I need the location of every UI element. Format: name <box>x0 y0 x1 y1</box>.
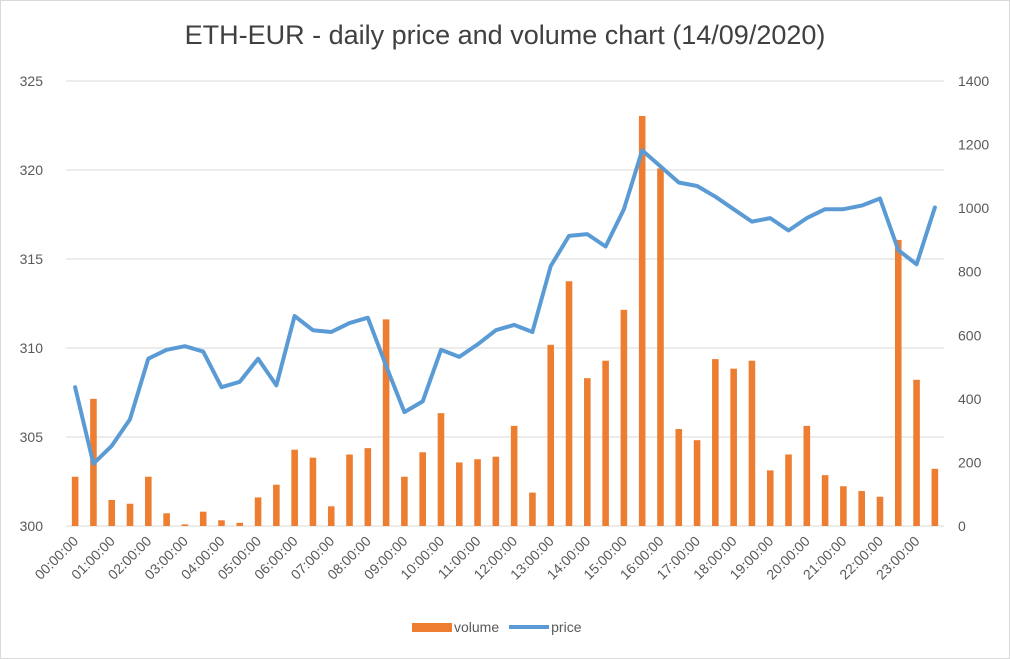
volume-bar <box>108 499 116 526</box>
legend-swatch-volume <box>412 622 452 632</box>
right-tick-label: 200 <box>958 454 982 470</box>
right-tick-label: 1400 <box>958 73 989 89</box>
left-tick-label: 320 <box>20 162 44 178</box>
volume-bar <box>675 429 683 526</box>
volume-bar <box>327 506 335 526</box>
right-tick-label: 0 <box>958 518 966 534</box>
volume-bar <box>145 476 152 526</box>
volume-bar <box>218 520 225 526</box>
volume-bar <box>492 456 500 526</box>
volume-bar <box>474 459 481 526</box>
volume-bar <box>693 440 701 526</box>
right-tick-label: 1200 <box>958 137 989 153</box>
volume-bar <box>858 491 865 526</box>
volume-bar <box>71 476 79 526</box>
chart-title: ETH-EUR - daily price and volume chart (… <box>184 20 826 50</box>
volume-bar <box>602 360 609 526</box>
volume-bar <box>510 425 518 526</box>
volume-bar <box>913 379 920 526</box>
volume-bar <box>766 470 774 526</box>
volume-bar <box>291 449 298 526</box>
volume-bar <box>401 476 408 526</box>
left-tick-label: 300 <box>20 518 44 534</box>
volume-bar <box>584 378 591 526</box>
volume-bar <box>346 454 353 526</box>
volume-bar <box>364 448 372 526</box>
volume-bar <box>894 239 902 526</box>
volume-bar <box>712 359 719 526</box>
volume-bar <box>876 496 884 526</box>
price-line <box>73 148 937 466</box>
volume-bar <box>748 360 756 526</box>
right-axis-ticks: 0 200 400 600 800 1000 1200 1400 <box>958 73 989 534</box>
volume-bar <box>785 454 792 526</box>
volume-bar <box>382 319 390 526</box>
volume-bar <box>657 168 664 527</box>
left-tick-label: 315 <box>20 251 44 267</box>
volume-bar <box>620 309 628 526</box>
price-line-group <box>73 148 937 466</box>
volume-bar <box>730 368 737 526</box>
volume-bar <box>803 425 811 526</box>
legend: volume price <box>412 619 592 635</box>
volume-bars <box>71 115 939 527</box>
volume-bar <box>821 475 829 526</box>
volume-bar <box>181 524 189 526</box>
volume-bar <box>840 486 847 526</box>
right-tick-label: 400 <box>958 391 982 407</box>
volume-bar <box>309 457 317 526</box>
volume-bar <box>126 503 134 526</box>
volume-bar <box>163 513 170 526</box>
volume-bar <box>547 344 555 526</box>
volume-bar <box>254 497 262 526</box>
volume-bar <box>529 492 536 526</box>
right-tick-label: 800 <box>958 264 982 280</box>
left-axis-ticks: 300 305 310 315 320 325 <box>20 73 44 534</box>
left-tick-label: 325 <box>20 73 44 89</box>
volume-bar <box>236 522 244 526</box>
volume-bar <box>638 115 646 526</box>
volume-bar <box>419 452 426 526</box>
left-tick-label: 310 <box>20 340 44 356</box>
left-tick-label: 305 <box>20 429 44 445</box>
legend-label-volume: volume <box>454 619 500 635</box>
legend-item-volume: volume <box>412 619 499 635</box>
legend-swatch-price <box>509 625 550 629</box>
volume-bar <box>931 468 939 526</box>
right-tick-label: 1000 <box>958 200 989 216</box>
volume-bar <box>565 281 573 526</box>
volume-bar <box>455 462 463 526</box>
volume-bar <box>273 484 280 526</box>
volume-bar <box>199 511 207 526</box>
legend-item-price: price <box>509 619 582 635</box>
right-tick-label: 600 <box>958 327 982 343</box>
gridlines <box>66 80 944 527</box>
volume-bar <box>437 413 445 526</box>
legend-label-price: price <box>551 619 582 635</box>
x-axis-ticks: 00:00:0001:00:0002:00:0003:00:0004:00:00… <box>31 533 922 583</box>
